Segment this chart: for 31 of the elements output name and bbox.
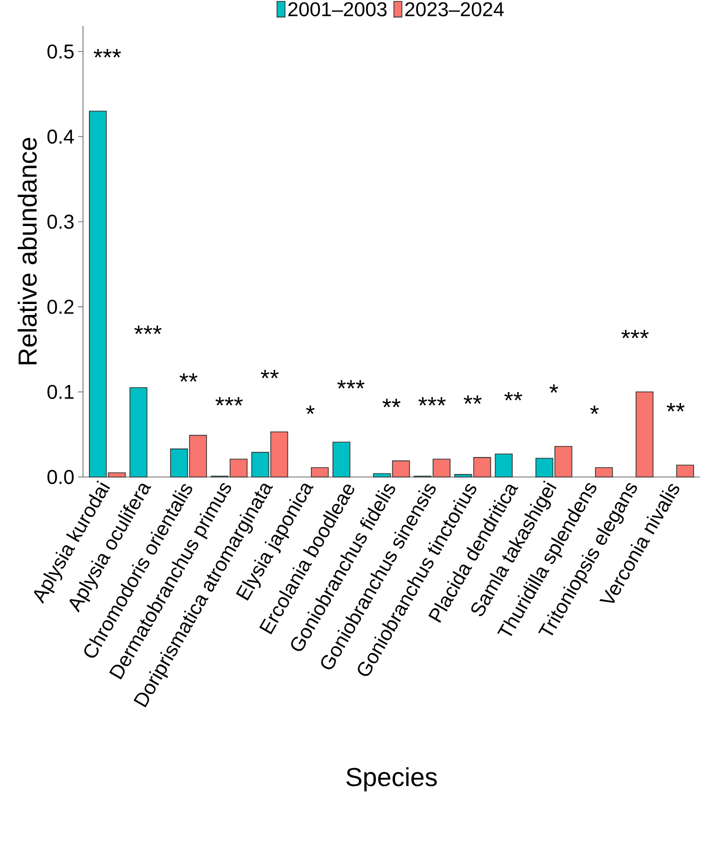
annotation: ***: [621, 330, 649, 338]
annotation: *: [590, 406, 599, 414]
y-tick-label: 0.2: [47, 300, 74, 314]
x-axis-title: Species: [346, 767, 437, 792]
annotation: **: [180, 373, 198, 382]
bar: [310, 467, 329, 478]
y-axis-title: Relative abundance: [18, 138, 37, 364]
annotation: ***: [216, 397, 243, 406]
y-tick-label: 0.5: [47, 44, 74, 59]
bar: [636, 392, 654, 478]
y-tick-label: 0.4: [47, 130, 74, 144]
annotation: **: [464, 395, 482, 404]
annotation: **: [666, 403, 685, 412]
annotation: ***: [418, 397, 446, 406]
legend-label: 2001–2003: [288, 2, 387, 16]
y-tick-label: 0.3: [47, 214, 74, 229]
y-tick-label: 0.1: [47, 384, 74, 399]
annotation: **: [260, 370, 279, 378]
bar: [130, 387, 148, 478]
legend-label: 2023–2024: [405, 2, 504, 16]
bar: [332, 442, 350, 478]
bar: [595, 467, 613, 478]
annotation: ***: [94, 49, 121, 58]
annotation: *: [306, 406, 315, 414]
annotation: ***: [337, 380, 365, 389]
bar: [676, 464, 694, 478]
annotation: **: [382, 398, 400, 408]
bar: [494, 454, 513, 478]
annotation: *: [550, 384, 558, 393]
annotation: ***: [134, 326, 162, 334]
annotation: **: [504, 392, 522, 400]
